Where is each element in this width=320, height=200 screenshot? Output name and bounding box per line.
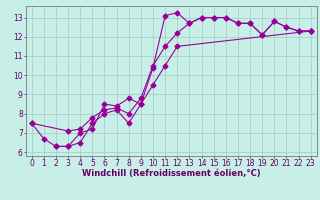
X-axis label: Windchill (Refroidissement éolien,°C): Windchill (Refroidissement éolien,°C): [82, 169, 260, 178]
